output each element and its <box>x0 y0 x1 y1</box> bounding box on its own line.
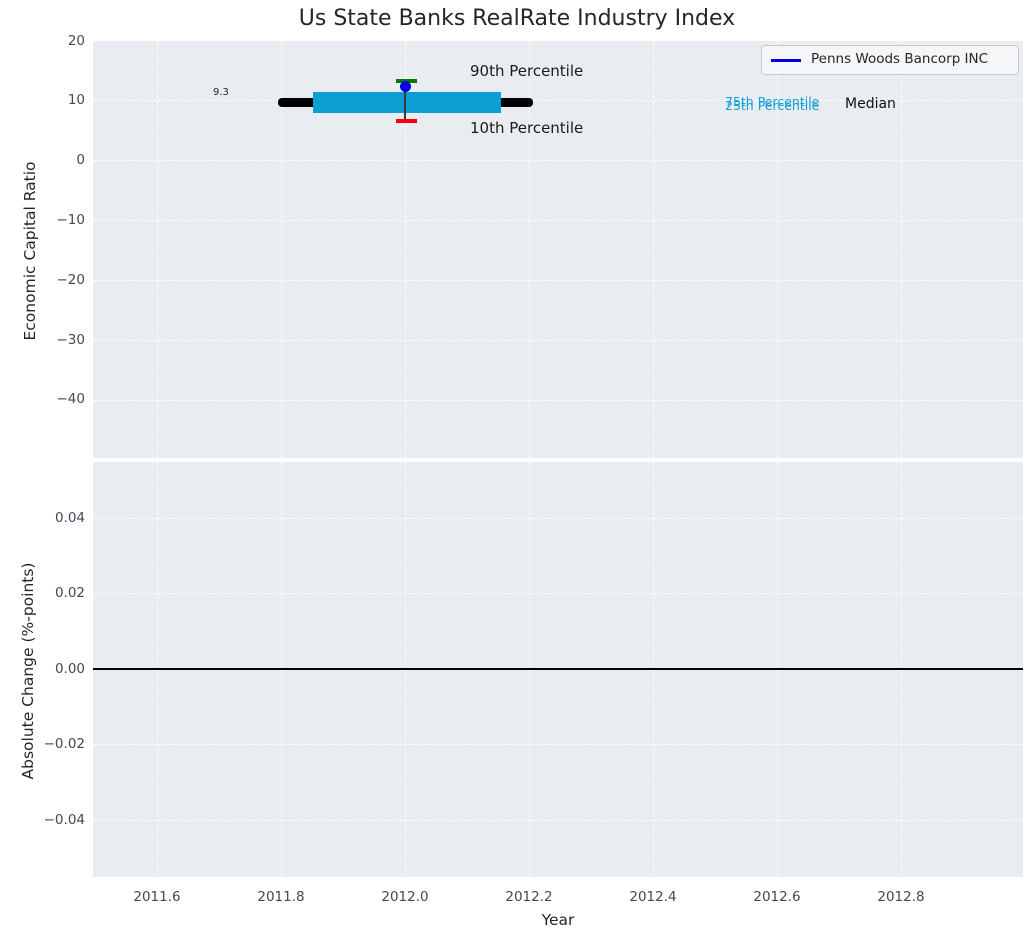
p10-annotation: 10th Percentile <box>470 119 584 137</box>
ytick-label: −10 <box>56 212 86 228</box>
gridline <box>529 41 530 458</box>
ytick-label: −20 <box>56 272 86 288</box>
gridline <box>93 744 1023 745</box>
median-annotation: Median <box>845 96 896 112</box>
top-y-axis-label: Economic Capital Ratio <box>21 161 39 341</box>
legend-series-label: Penns Woods Bancorp INC <box>811 51 989 67</box>
gridline <box>93 593 1023 594</box>
xtick-label: 2012.4 <box>629 889 677 905</box>
xtick-label: 2011.6 <box>133 889 181 905</box>
gridline <box>405 41 406 458</box>
ytick-label: −0.04 <box>43 812 85 828</box>
xtick-label: 2012.0 <box>381 889 429 905</box>
legend-line-swatch <box>771 59 801 62</box>
xtick-label: 2012.2 <box>505 889 553 905</box>
ytick-label: 0.00 <box>54 661 85 677</box>
gridline <box>93 160 1023 161</box>
gridline <box>93 820 1023 821</box>
median-value-label: 9.3 <box>213 87 229 98</box>
ytick-label: 20 <box>67 33 85 49</box>
xtick-label: 2012.6 <box>753 889 801 905</box>
interquartile-box-mark <box>313 92 501 113</box>
ytick-label: 0 <box>76 152 85 168</box>
gridline <box>653 41 654 458</box>
ytick-label: −30 <box>56 332 86 348</box>
ytick-label: −0.02 <box>43 736 85 752</box>
gridline <box>777 41 778 458</box>
gridline <box>93 340 1023 341</box>
p90-cap-mark <box>396 79 417 83</box>
p75-annotation: 75th Percentile <box>725 94 820 109</box>
p10-cap-mark <box>396 119 417 123</box>
legend: Penns Woods Bancorp INC <box>761 45 1019 75</box>
gridline <box>93 100 1023 101</box>
xtick-label: 2012.8 <box>877 889 925 905</box>
bottom-y-axis-label: Absolute Change (%-points) <box>19 562 37 780</box>
gridline <box>93 220 1023 221</box>
gridline <box>157 41 158 458</box>
ytick-label: −40 <box>56 391 86 407</box>
p25-annotation: 25th Percentile <box>725 98 820 113</box>
bottom-axes-absolute-change <box>93 462 1023 877</box>
ytick-label: 10 <box>67 92 85 108</box>
gridline <box>281 41 282 458</box>
gridline <box>901 41 902 458</box>
xtick-label: 2011.8 <box>257 889 305 905</box>
gridline <box>93 400 1023 401</box>
percentile-whisker-line <box>404 80 406 121</box>
p90-annotation: 90th Percentile <box>470 62 584 80</box>
gridline <box>93 280 1023 281</box>
ytick-label: 0.04 <box>54 510 85 526</box>
chart-title: Us State Banks RealRate Industry Index <box>298 6 736 31</box>
gridline <box>93 518 1023 519</box>
top-axes-economic-capital-ratio: 9.3 90th Percentile 10th Percentile 75th… <box>93 41 1023 458</box>
x-axis-label: Year <box>541 911 575 929</box>
company-data-point <box>400 81 411 92</box>
ytick-label: 0.02 <box>54 585 85 601</box>
zero-reference-line <box>93 668 1023 670</box>
